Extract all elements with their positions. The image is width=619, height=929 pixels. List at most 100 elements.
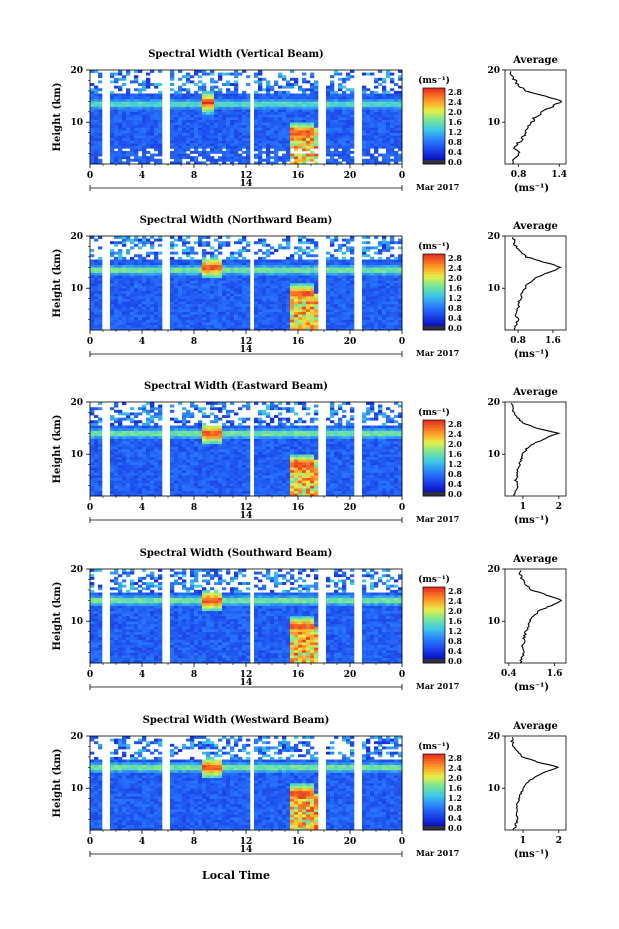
colorbar-segment xyxy=(423,781,445,785)
date-label: Mar 2017 xyxy=(416,182,459,192)
colorbar-tick-label: 1.6 xyxy=(448,283,462,293)
average-frame xyxy=(504,69,567,165)
panel-5: Spectral Width (Westward Beam)1020Height… xyxy=(52,715,567,860)
colorbar-segment xyxy=(423,322,445,326)
day-label: 14 xyxy=(240,845,253,855)
colorbar-tick-label: 2.8 xyxy=(448,419,462,429)
colorbar-unit: (ms⁻¹) xyxy=(418,241,450,252)
colorbar-tick-label: 0.0 xyxy=(448,323,462,333)
colorbar-segment xyxy=(423,452,445,456)
colorbar-segment xyxy=(423,809,445,813)
colorbar-segment xyxy=(423,458,445,461)
colorbar-segment xyxy=(423,133,445,137)
colorbar-segment xyxy=(423,607,445,611)
colorbar-base xyxy=(423,326,445,330)
colorbar-segment xyxy=(423,465,445,469)
colorbar-segment xyxy=(423,143,445,147)
average-title: Average xyxy=(512,554,558,565)
colorbar-segment xyxy=(423,309,445,313)
colorbar-tick-label: 2.4 xyxy=(448,429,462,439)
x-tick-label: 8 xyxy=(191,837,197,847)
panel-title: Spectral Width (Vertical Beam) xyxy=(148,49,324,60)
y-tick-label: 20 xyxy=(70,732,83,742)
x-tick-label: 4 xyxy=(139,670,145,680)
colorbar-segment xyxy=(423,460,445,464)
x-tick-label: 8 xyxy=(191,171,197,181)
colorbar-segment xyxy=(423,319,445,323)
colorbar-tick-label: 2.8 xyxy=(448,586,462,596)
colorbar-tick-label: 0.8 xyxy=(448,303,462,313)
x-tick-label: 0 xyxy=(399,670,405,680)
x-tick-label: 12 xyxy=(240,503,253,513)
colorbar-segment xyxy=(423,602,445,606)
colorbar-segment xyxy=(423,799,445,803)
colorbar-segment xyxy=(423,652,445,656)
colorbar-segment xyxy=(423,786,445,790)
colorbar-segment xyxy=(423,812,445,816)
colorbar-segment xyxy=(423,302,445,306)
x-tick-label: 20 xyxy=(344,171,357,181)
colorbar-segment xyxy=(423,297,445,300)
colorbar-segment xyxy=(423,264,445,268)
average-y-tick-label: 10 xyxy=(487,617,500,627)
colorbar-segment xyxy=(423,254,445,257)
colorbar-segment xyxy=(423,292,445,295)
colorbar-segment xyxy=(423,314,445,318)
y-tick-label: 10 xyxy=(70,284,83,294)
colorbar-segment xyxy=(423,655,445,659)
day-label: 14 xyxy=(240,511,253,521)
x-tick-label: 8 xyxy=(191,503,197,513)
colorbar-segment xyxy=(423,105,445,109)
colorbar-segment xyxy=(423,88,445,91)
y-tick-label: 10 xyxy=(70,450,83,460)
colorbar-segment xyxy=(423,100,445,104)
x-tick-label: 20 xyxy=(344,837,357,847)
average-frame xyxy=(504,235,567,331)
colorbar-tick-label: 2.4 xyxy=(448,763,462,773)
colorbar-segment xyxy=(423,647,445,651)
colorbar-unit: (ms⁻¹) xyxy=(418,407,450,418)
colorbar-segment xyxy=(423,108,445,112)
colorbar-segment xyxy=(423,450,445,454)
colorbar-segment xyxy=(423,475,445,479)
colorbar-tick-label: 0.0 xyxy=(448,823,462,833)
x-tick-label: 8 xyxy=(191,670,197,680)
colorbar-unit: (ms⁻¹) xyxy=(418,574,450,585)
average-y-tick-label: 10 xyxy=(487,450,500,460)
y-tick-label: 20 xyxy=(70,66,83,76)
average-x-tick-label: 0.8 xyxy=(511,170,527,180)
average-title: Average xyxy=(512,721,558,732)
panel-1: Spectral Width (Vertical Beam) 10 20 Height… xyxy=(52,49,567,194)
y-tick-label: 20 xyxy=(70,565,83,575)
colorbar-tick-label: 1.2 xyxy=(448,793,462,803)
colorbar-segment xyxy=(423,779,445,783)
colorbar-segment xyxy=(423,110,445,114)
day-label: 14 xyxy=(240,179,253,189)
x-tick-label: 0 xyxy=(399,337,405,347)
colorbar-tick-label: 2.0 xyxy=(448,606,462,616)
colorbar-segment xyxy=(423,440,445,444)
colorbar-segment xyxy=(423,115,445,119)
colorbar-tick-label: 0.0 xyxy=(448,157,462,167)
colorbar-frame xyxy=(422,419,446,497)
colorbar-tick-label: 0.8 xyxy=(448,469,462,479)
colorbar-base xyxy=(423,826,445,830)
average-y-tick-label: 20 xyxy=(487,398,500,408)
colorbar-segment xyxy=(423,807,445,811)
colorbar-tick-label: 0.8 xyxy=(448,636,462,646)
average-y-tick-label: 20 xyxy=(487,232,500,242)
colorbar-segment xyxy=(423,118,445,122)
colorbar-segment xyxy=(423,589,445,593)
x-tick-label: 0 xyxy=(399,503,405,513)
colorbar-tick-label: 2.0 xyxy=(448,107,462,117)
colorbar-segment xyxy=(423,776,445,780)
colorbar-segment xyxy=(423,756,445,760)
x-tick-label: 12 xyxy=(240,171,253,181)
colorbar-segment xyxy=(423,286,445,290)
colorbar-segment xyxy=(423,594,445,598)
x-tick-label: 0 xyxy=(87,837,93,847)
colorbar-segment xyxy=(423,771,445,775)
colorbar-segment xyxy=(423,422,445,426)
colorbar-segment xyxy=(423,792,445,795)
